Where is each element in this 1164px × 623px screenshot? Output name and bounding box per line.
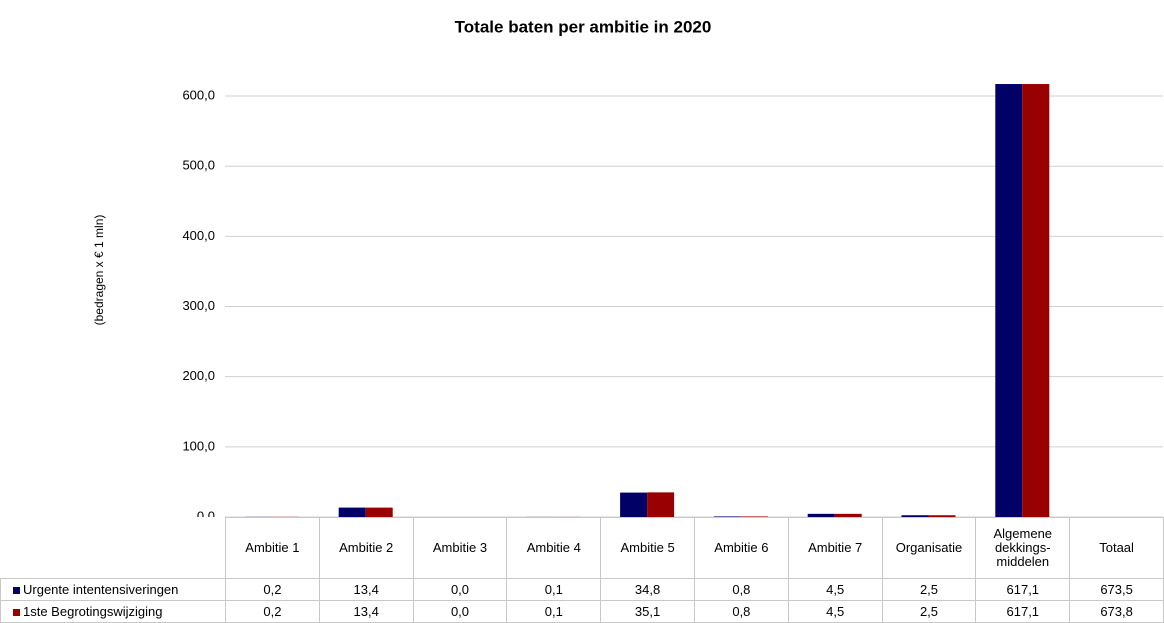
category-label: Ambitie 6 — [693, 517, 789, 579]
legend-label: Urgente intentensiveringen — [23, 581, 179, 597]
y-tick-label: 0,0 — [197, 508, 215, 517]
y-tick-label: 100,0 — [182, 438, 215, 453]
y-tick-label: 500,0 — [182, 158, 215, 173]
header-row: Ambitie 1 Ambitie 2 Ambitie 3 Ambitie 4 Ambi… — [1, 517, 1164, 579]
y-tick-label: 400,0 — [182, 228, 215, 243]
bar — [740, 516, 768, 517]
bar — [1022, 84, 1050, 517]
y-tick-label: 300,0 — [182, 298, 215, 313]
chart: Totale baten per ambitie in 2020 (bedrag… — [92, 17, 1163, 517]
category-label: Ambitie 1 — [225, 517, 320, 579]
value-cell: 0,2 — [225, 600, 320, 623]
value-cell: 35,1 — [600, 600, 695, 623]
value-cell: 673,5 — [1069, 578, 1164, 601]
data-table: Ambitie 1 Ambitie 2 Ambitie 3 Ambitie 4 Ambi… — [0, 517, 1164, 623]
value-cell: 673,8 — [1069, 600, 1164, 623]
y-axis-label: (bedragen x € 1 mln) — [92, 215, 106, 326]
y-tick-label: 600,0 — [182, 87, 215, 102]
value-cell: 0,0 — [412, 578, 508, 601]
series-row: Urgente intentensiveringen 0,2 13,4 0,0 0,1 3… — [0, 578, 1164, 601]
value-cell: 617,1 — [975, 578, 1071, 601]
y-tick-label: 200,0 — [182, 368, 215, 383]
value-cell: 0,1 — [506, 600, 602, 623]
value-cell: 0,0 — [412, 600, 508, 623]
legend-swatch — [13, 608, 20, 616]
value-cell: 0,2 — [225, 578, 320, 601]
bar — [713, 516, 741, 517]
bar — [338, 507, 366, 517]
value-cell: 13,4 — [318, 600, 414, 623]
bar — [365, 507, 393, 517]
legend-swatch — [13, 586, 20, 594]
category-label: Ambitie 5 — [600, 517, 695, 579]
bar — [807, 513, 835, 517]
value-cell: 4,5 — [787, 578, 883, 601]
bar — [901, 515, 929, 517]
value-cell: 13,4 — [318, 578, 414, 601]
value-cell: 34,8 — [600, 578, 695, 601]
category-label: Ambitie 2 — [318, 517, 414, 579]
value-cell: 0,8 — [693, 600, 789, 623]
value-cell: 4,5 — [787, 600, 883, 623]
value-cell: 0,1 — [506, 578, 602, 601]
value-cell: 2,5 — [881, 578, 977, 601]
category-label: Ambitie 7 — [787, 517, 883, 579]
value-cell: 0,8 — [693, 578, 789, 601]
category-label: Organisatie — [881, 517, 977, 579]
bar — [620, 492, 648, 517]
value-cell: 2,5 — [881, 600, 977, 623]
category-label: Ambitie 4 — [506, 517, 602, 579]
legend-label: 1ste Begrotingswijziging — [23, 603, 163, 619]
category-label: Algemene dekkings-middelen — [975, 517, 1071, 579]
bar — [928, 515, 956, 517]
bar — [647, 492, 675, 517]
category-label: Ambitie 3 — [412, 517, 508, 579]
category-label: Totaal — [1069, 517, 1164, 579]
legend-entry: 1ste Begrotingswijziging — [0, 600, 226, 623]
bar — [834, 513, 862, 517]
bar — [995, 84, 1023, 517]
value-cell: 617,1 — [975, 600, 1071, 623]
series-row: 1ste Begrotingswijziging 0,2 13,4 0,0 0,1 35,… — [0, 600, 1164, 623]
chart-title: Totale baten per ambitie in 2020 — [455, 17, 712, 36]
legend-entry: Urgente intentensiveringen — [0, 578, 226, 601]
corner — [1, 518, 226, 579]
